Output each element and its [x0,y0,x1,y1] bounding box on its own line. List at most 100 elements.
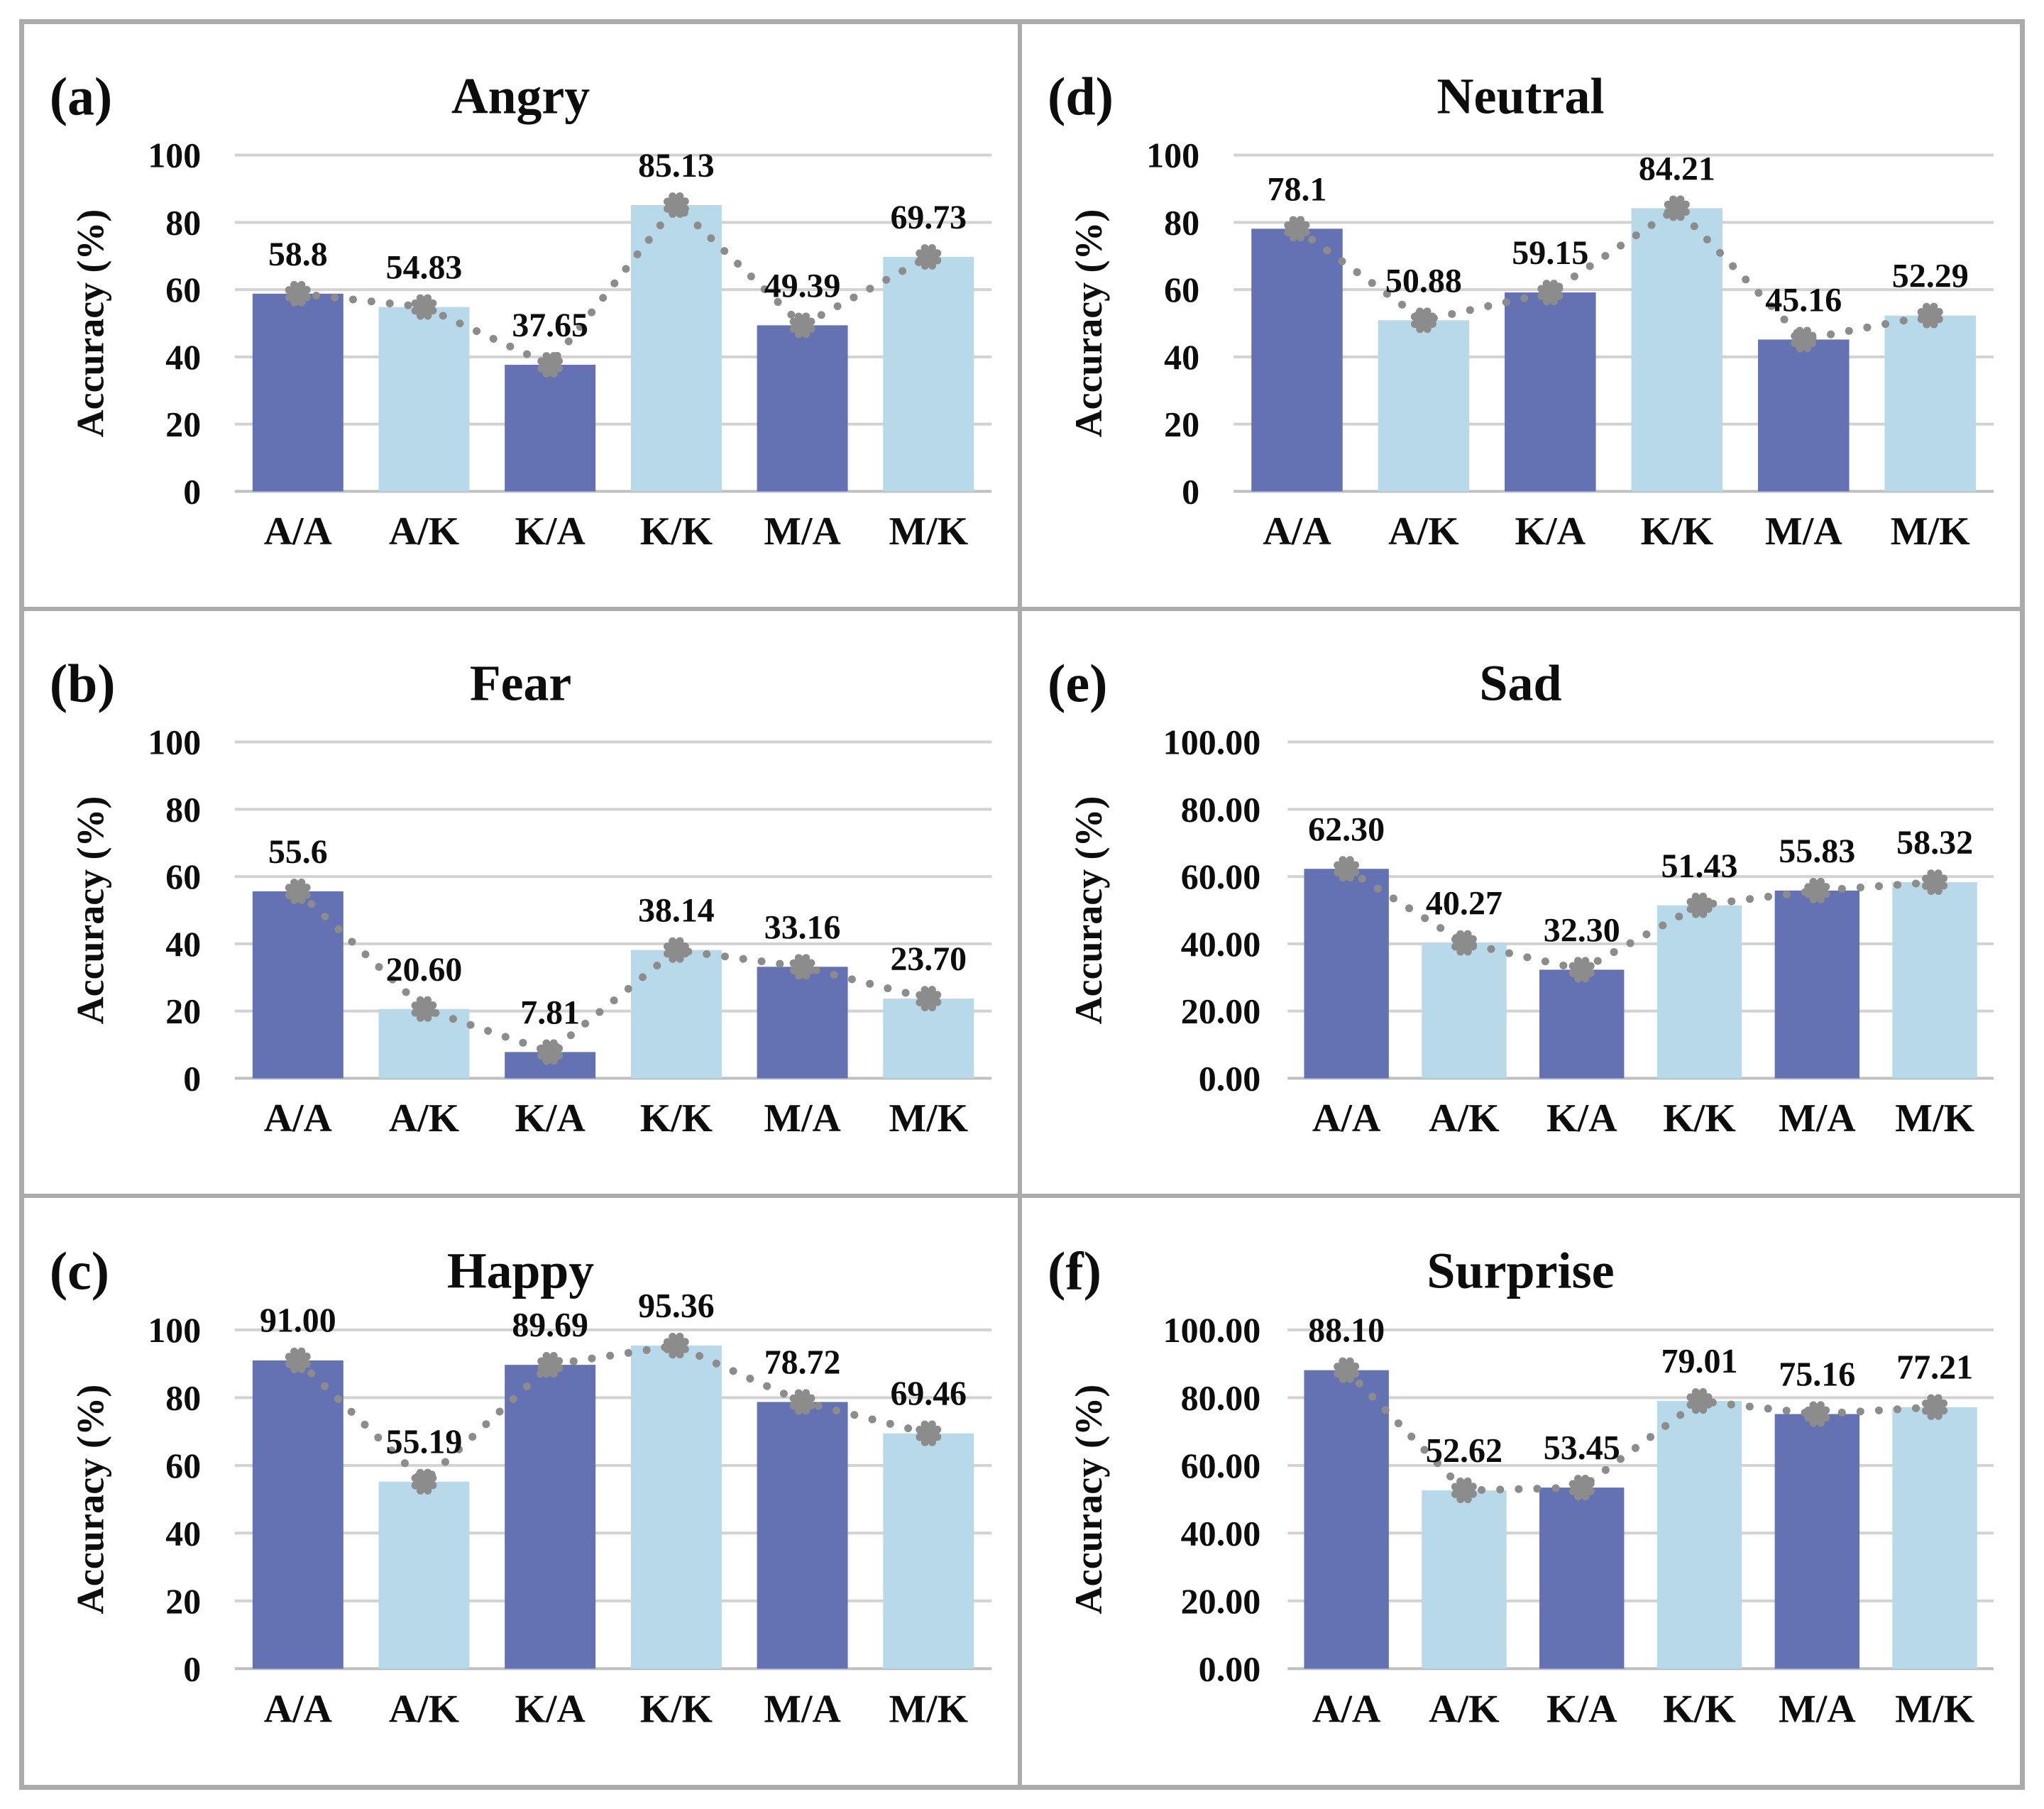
x-axis-category-label: K/A [515,510,586,554]
y-axis-tick-label: 20.00 [1181,991,1261,1031]
y-axis-tick-label: 80.00 [1181,789,1261,829]
x-axis-category-label: K/K [640,1687,713,1731]
data-point-marker [1686,1387,1713,1414]
chart-title: Fear [470,655,571,712]
panel-letter: (c) [50,1241,109,1301]
chart-sad: 0.00 20.00 40.00 60.00 80.00 100.00 62.30 40.27… [1048,654,1994,1140]
chart-title: Angry [451,68,590,125]
x-axis-category-label: M/K [1895,1687,1974,1731]
bar-K/A [1505,292,1596,492]
bar-M/K [883,999,974,1079]
y-axis-tick-label: 20 [165,405,201,444]
x-axis-category-label: M/A [764,1096,840,1140]
data-point-marker [1334,856,1360,882]
x-axis-category-label: A/A [1312,1096,1380,1140]
panel-letter: (f) [1048,1241,1101,1301]
x-axis-category-label: M/K [1895,1096,1975,1140]
bar-A/A [252,293,344,492]
bar-K/A [505,365,596,492]
x-axis-category-label: K/A [515,1096,586,1140]
x-axis-category-label: A/A [264,1096,332,1140]
bar-value-label: 62.30 [1308,810,1385,848]
y-axis-tick-label: 20.00 [1181,1581,1261,1621]
x-axis-category-label: M/K [889,1096,968,1140]
x-axis-category-label: A/K [389,1096,459,1140]
chart-title: Surprise [1427,1242,1614,1299]
bar-A/K [1422,1490,1507,1669]
y-axis-tick-label: 80 [165,203,201,242]
trend-dotted-line [294,199,933,370]
bar-value-label: 55.83 [1779,832,1855,870]
bar-value-label: 69.73 [890,199,967,236]
chart-title: Neutral [1436,68,1604,125]
bar-value-label: 77.21 [1896,1348,1973,1386]
bar-K/A [1539,969,1625,1079]
y-axis-title: Accuracy (%) [70,209,112,438]
y-axis-tick-label: 40 [165,1513,201,1553]
data-point-marker [411,996,437,1022]
x-axis-category-label: M/K [889,1687,968,1731]
x-axis-category-label: A/A [264,510,332,554]
trend-dotted-line [1292,203,1935,344]
x-axis-category-label: A/A [264,1687,333,1731]
y-axis-tick-label: 100.00 [1163,1310,1261,1350]
bar-K/K [630,204,722,492]
y-axis-tick-label: 100.00 [1163,722,1261,762]
bar-M/K [1892,882,1977,1079]
y-axis-tick-label: 40 [165,338,201,377]
panel-letter: (d) [1048,67,1114,127]
panel-a: 0 20 40 60 80 100 58.8 54.83 37.65 85.13 49.39 69.7… [24,24,1022,611]
x-axis-category-label: M/A [1765,510,1842,554]
bar-K/K [1656,1401,1742,1669]
bar-value-label: 55.6 [268,833,328,871]
bar-M/A [757,1402,848,1669]
bar-value-label: 88.10 [1308,1312,1385,1349]
bar-value-label: 23.70 [890,940,967,978]
bar-value-label: 85.13 [638,147,715,185]
y-axis-tick-label: 40.00 [1181,1513,1261,1553]
data-point-marker [663,1332,689,1359]
data-point-marker [916,1420,942,1446]
x-axis-category-label: A/K [389,510,459,554]
bar-K/K [630,1346,722,1669]
data-point-marker [1922,1394,1948,1420]
bar-value-label: 78.1 [1267,170,1326,208]
bar-M/K [883,257,974,492]
chart-neutral: 0 20 40 60 80 100 78.1 50.88 59.15 84.21 45.16 52.2… [1048,67,1994,554]
data-point-marker [663,937,689,963]
y-axis-tick-label: 60 [1164,270,1199,309]
data-point-marker [537,1039,564,1065]
bar-A/A [1304,1370,1389,1669]
bar-K/A [505,1365,596,1669]
data-point-marker [1334,1357,1360,1383]
bar-A/A [1304,869,1389,1079]
y-axis-tick-label: 20 [165,992,201,1031]
y-axis-tick-label: 20 [1164,405,1199,444]
bar-M/A [1758,339,1850,492]
data-point-marker [1284,216,1310,242]
y-axis-tick-label: 60 [165,270,201,309]
bar-value-label: 95.36 [638,1287,715,1325]
x-axis-category-label: K/A [515,1687,586,1731]
data-point-marker [285,878,311,904]
y-axis-tick-label: 40 [165,925,201,964]
data-point-marker [1451,930,1477,956]
y-axis-tick-label: 60 [165,1446,201,1485]
bar-M/A [757,967,848,1079]
y-axis-tick-label: 100 [1146,136,1199,175]
bar-value-label: 58.8 [268,236,328,273]
data-point-marker [789,312,815,339]
x-axis-category-label: M/A [764,510,840,554]
data-point-marker [916,986,942,1012]
x-axis-category-label: K/K [640,510,713,554]
bar-M/K [1892,1407,1977,1669]
y-axis-tick-label: 100 [148,1310,201,1350]
bar-value-label: 58.32 [1896,824,1973,862]
chart-fear: 0 20 40 60 80 100 55.6 20.60 7.81 38.14 33.16 23.70… [50,654,992,1140]
bar-value-label: 54.83 [386,249,463,287]
bar-value-label: 37.65 [512,307,588,344]
bar-A/A [1251,229,1343,492]
bar-value-label: 91.00 [260,1302,336,1340]
data-point-marker [1804,877,1830,903]
